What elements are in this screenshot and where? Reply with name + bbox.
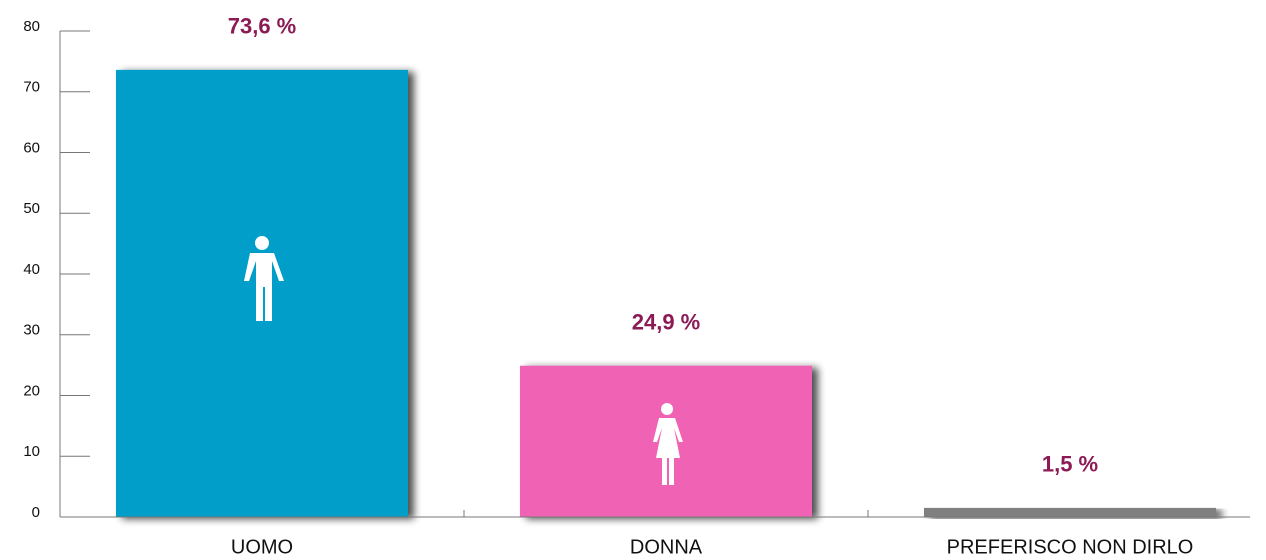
x-tick-label: DONNA (630, 536, 703, 558)
y-tick-label: 10 (23, 443, 40, 460)
x-tick-label: PREFERISCO NON DIRLO (947, 536, 1194, 558)
y-tick-label: 50 (23, 200, 40, 217)
y-tick-label: 0 (32, 504, 40, 521)
value-label: 73,6 % (228, 14, 297, 39)
y-tick-label: 40 (23, 261, 40, 278)
y-tick-label: 30 (23, 322, 40, 339)
bar (924, 507, 1216, 517)
y-tick-label: 20 (23, 382, 40, 399)
value-label: 1,5 % (1042, 452, 1098, 477)
x-tick-label: UOMO (231, 536, 293, 558)
man-icon (244, 236, 284, 321)
y-tick-label: 80 (23, 18, 40, 35)
woman-icon (653, 403, 683, 485)
value-label: 24,9 % (632, 310, 701, 335)
y-tick-label: 60 (23, 139, 40, 156)
y-tick-label: 70 (23, 79, 40, 96)
